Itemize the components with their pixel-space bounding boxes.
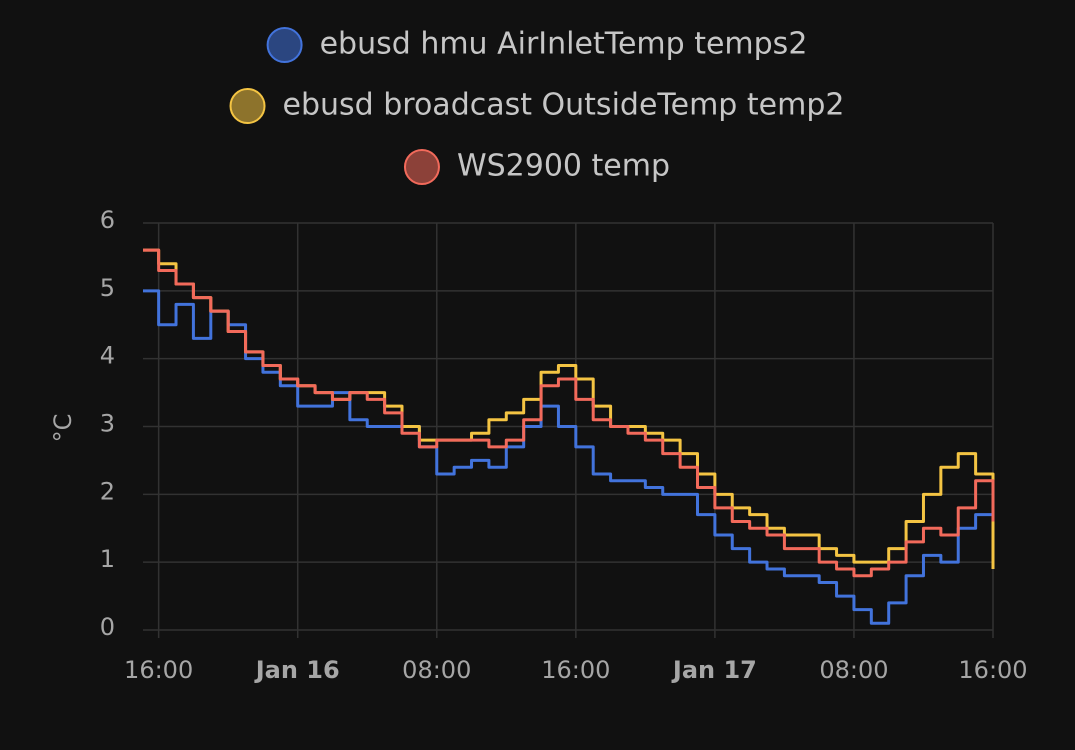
series-line: [143, 248, 995, 578]
x-tick-label: 16:00: [958, 656, 1027, 684]
legend-label: WS2900 temp: [457, 149, 670, 184]
legend-swatch: [266, 27, 303, 63]
y-tick-label: 2: [100, 477, 115, 505]
x-tick-label: 08:00: [402, 656, 471, 684]
x-tick-label: 08:00: [819, 656, 888, 684]
legend-swatch: [229, 88, 266, 124]
y-tick-label: 4: [100, 342, 115, 370]
y-tick-label: 3: [100, 410, 115, 438]
x-tick-label: Jan 16: [254, 656, 340, 684]
legend-item: ebusd broadcast OutsideTemp temp2: [229, 88, 845, 124]
legend-label: ebusd hmu AirInletTemp temps2: [320, 27, 808, 62]
y-tick-label: 1: [100, 545, 115, 573]
y-tick-label: 5: [100, 274, 115, 302]
y-tick-label: 0: [100, 613, 115, 641]
legend-item: WS2900 temp: [403, 149, 670, 185]
legend-item: ebusd hmu AirInletTemp temps2: [266, 27, 808, 63]
x-tick-label: 16:00: [124, 656, 193, 684]
legend-swatch: [403, 149, 440, 185]
y-axis-label: °C: [49, 414, 77, 443]
legend-label: ebusd broadcast OutsideTemp temp2: [283, 88, 845, 123]
y-tick-label: 6: [100, 206, 115, 234]
x-tick-label: 16:00: [541, 656, 610, 684]
x-tick-label: Jan 17: [671, 656, 757, 684]
